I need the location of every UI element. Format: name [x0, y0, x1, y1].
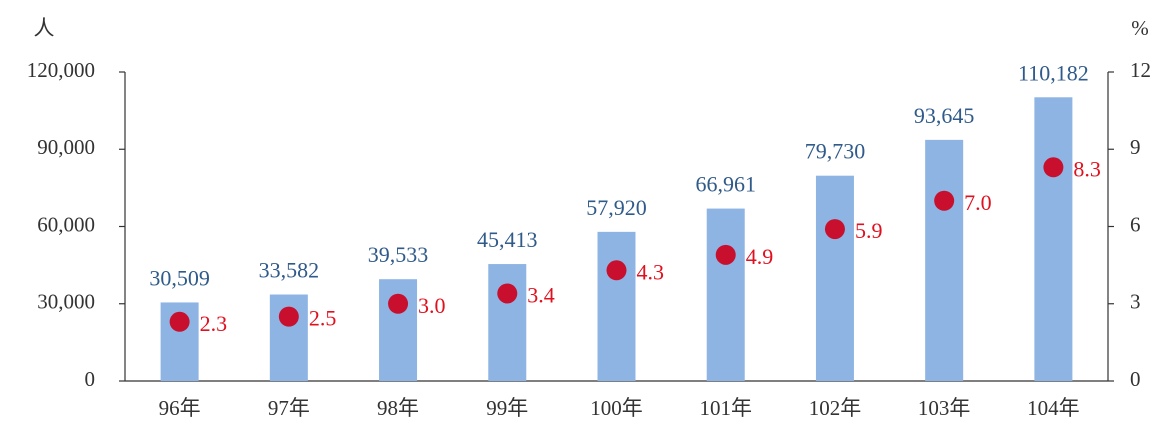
- dot: [497, 283, 518, 304]
- dot-value-label: 4.9: [746, 244, 774, 269]
- x-tick-label: 98年: [377, 396, 419, 420]
- y2-tick-label: 9: [1130, 135, 1141, 159]
- y-tick-label: 0: [85, 367, 96, 391]
- dot: [606, 260, 627, 281]
- y-tick-label: 90,000: [37, 135, 95, 159]
- bar: [1034, 97, 1073, 382]
- dot: [1043, 157, 1064, 178]
- dot-value-label: 3.4: [527, 282, 555, 307]
- bar-value-label: 93,645: [914, 103, 975, 128]
- x-tick-label: 100年: [590, 396, 643, 420]
- bar: [706, 208, 745, 381]
- y2-tick-label: 3: [1130, 290, 1141, 314]
- dot: [824, 219, 845, 240]
- x-tick-label: 99年: [486, 396, 528, 420]
- dot: [715, 244, 736, 265]
- dot: [388, 293, 409, 314]
- bar: [488, 264, 527, 381]
- bar: [597, 231, 636, 381]
- dot-value-label: 8.3: [1073, 156, 1101, 181]
- y-tick-label: 120,000: [27, 58, 95, 82]
- bar-value-label: 39,533: [368, 242, 429, 267]
- dot-value-label: 5.9: [855, 218, 883, 243]
- bar: [815, 175, 854, 381]
- dot: [278, 306, 299, 327]
- y2-tick-label: 6: [1130, 212, 1141, 236]
- dot: [934, 190, 955, 211]
- y2-tick-label: 12: [1130, 58, 1151, 82]
- bar-value-label: 45,413: [477, 227, 538, 252]
- dot: [169, 311, 190, 332]
- dot-value-label: 2.5: [309, 306, 337, 331]
- y-tick-label: 60,000: [37, 212, 95, 236]
- bar-value-label: 110,182: [1018, 60, 1089, 85]
- y-axis-label: 人: [34, 16, 55, 40]
- bar-value-label: 79,730: [805, 139, 866, 164]
- bar-value-label: 66,961: [695, 172, 756, 197]
- x-tick-label: 96年: [159, 396, 201, 420]
- x-tick-label: 104年: [1027, 396, 1080, 420]
- dot-value-label: 2.3: [200, 311, 228, 336]
- bar-value-label: 30,509: [149, 265, 210, 290]
- dot-value-label: 4.3: [637, 259, 665, 284]
- x-tick-label: 102年: [809, 396, 862, 420]
- dot-value-label: 3.0: [418, 293, 446, 318]
- y-tick-label: 30,000: [37, 290, 95, 314]
- x-tick-label: 103年: [918, 396, 971, 420]
- x-tick-label: 101年: [699, 396, 752, 420]
- y2-tick-label: 0: [1130, 367, 1141, 391]
- bar-value-label: 33,582: [259, 258, 320, 283]
- y2-axis-label: %: [1131, 16, 1149, 40]
- dot-value-label: 7.0: [964, 190, 992, 215]
- x-tick-label: 97年: [268, 396, 310, 420]
- bar: [925, 139, 964, 381]
- bar-value-label: 57,920: [586, 195, 647, 220]
